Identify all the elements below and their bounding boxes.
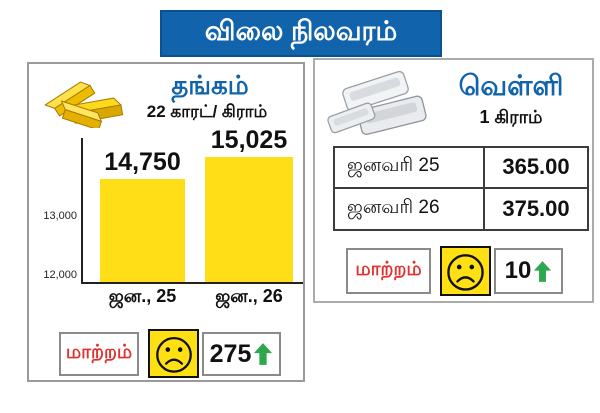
silver-change-label: மாற்றம் bbox=[355, 259, 422, 280]
silver-table-date: ஜனவரி 26 bbox=[335, 188, 485, 229]
silver-panel-title: வெள்ளி bbox=[458, 70, 564, 101]
gold-chart-ytick: 13,000 bbox=[43, 210, 77, 222]
gold-panel-unit: 22 காரட்/ கிராம் bbox=[146, 102, 268, 121]
gold-change-value-box: 275 bbox=[202, 332, 281, 376]
gold-bar-jan25 bbox=[100, 179, 185, 282]
silver-table-price: 375.00 bbox=[502, 195, 570, 221]
silver-table-date: ஜனவரி 25 bbox=[335, 148, 485, 189]
gold-panel-title: தங்கம் bbox=[171, 70, 249, 100]
page-title: விலை நிலவரம் bbox=[160, 10, 442, 57]
gold-chart-x-axis bbox=[81, 282, 303, 284]
gold-chart-category-label: ஜன., 25 bbox=[108, 286, 177, 306]
gold-change-label: மாற்றம் bbox=[65, 342, 133, 363]
silver-panel-unit: 1 கிராம் bbox=[479, 107, 543, 127]
gold-bar-value-label: 14,750 bbox=[104, 148, 181, 176]
silver-change-value-box: 10 bbox=[494, 248, 563, 294]
gold-change-value: 275 bbox=[209, 339, 252, 368]
silver-change-value: 10 bbox=[504, 257, 532, 284]
silver-table-price: 365.00 bbox=[485, 148, 587, 189]
up-arrow-icon bbox=[533, 260, 552, 283]
silver-panel: வெள்ளி 1 கிராம் ஜனவரி 25 365.00 ஜனவரி 26… bbox=[313, 58, 594, 303]
page-title-text: விலை நிலவரம் bbox=[204, 16, 398, 46]
gold-chart-category-label: ஜன., 26 bbox=[215, 286, 283, 306]
silver-price-table: ஜனவரி 25 365.00 ஜனவரி 26 375.00 bbox=[333, 146, 589, 231]
silver-bars-icon bbox=[325, 66, 431, 140]
silver-change-label-box: மாற்றம் bbox=[346, 248, 431, 294]
gold-bars-icon bbox=[37, 68, 129, 128]
silver-sad-face-icon bbox=[440, 246, 491, 296]
gold-change-label-box: மாற்றம் bbox=[59, 332, 139, 376]
gold-panel: தங்கம் 22 காரட்/ கிராம் 13,000 12,000 14… bbox=[27, 62, 305, 382]
gold-bar-value-label: 15,025 bbox=[210, 126, 288, 154]
up-arrow-icon bbox=[253, 342, 273, 366]
gold-chart-y-axis bbox=[81, 138, 83, 284]
gold-sad-face-icon bbox=[148, 329, 199, 378]
gold-chart-ytick: 12,000 bbox=[43, 269, 77, 281]
gold-bar-jan26 bbox=[205, 157, 293, 282]
